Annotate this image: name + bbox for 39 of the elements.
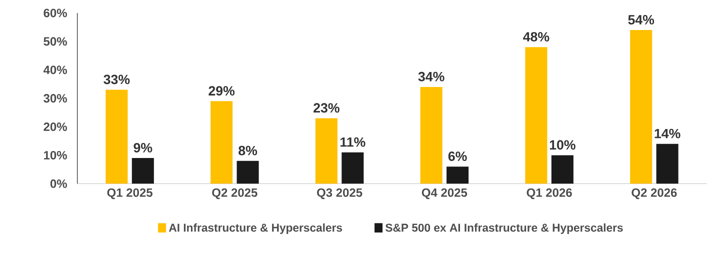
data-label: 8% [238, 146, 258, 156]
y-tick-label: 0% [50, 179, 67, 188]
data-label: 29% [208, 86, 235, 96]
x-tick-label: Q2 2025 [212, 188, 258, 200]
bar [315, 118, 338, 184]
bar [551, 155, 574, 184]
data-label: 14% [654, 128, 680, 138]
y-tick-label: 10% [44, 150, 67, 160]
bar [106, 90, 128, 184]
bar [446, 166, 469, 184]
y-tick-label: 30% [44, 94, 67, 103]
bar [525, 47, 548, 184]
bar [420, 86, 442, 184]
x-tick-label: Q2 2026 [632, 188, 677, 200]
bar [630, 30, 652, 184]
bar [236, 160, 259, 184]
bar [342, 152, 364, 184]
y-tick-label: 60% [44, 8, 67, 18]
bar [210, 101, 233, 184]
x-tick-label: Q4 2025 [422, 188, 468, 200]
data-label: 23% [314, 103, 340, 113]
bar [656, 144, 678, 184]
legend-label: S&P 500 ex AI Infrastructure & Hyperscalers [386, 223, 623, 234]
y-tick-label: 50% [44, 37, 67, 46]
bar [132, 158, 154, 184]
legend-label: AI Infrastructure & Hyperscalers [168, 223, 342, 234]
x-tick-label: Q1 2026 [526, 188, 572, 200]
data-label: 10% [550, 140, 576, 150]
data-label: 6% [448, 152, 467, 161]
y-tick-label: 20% [44, 122, 67, 132]
data-label: 54% [628, 15, 654, 24]
x-tick-label: Q1 2025 [107, 188, 152, 200]
y-tick-label: 40% [43, 66, 67, 74]
data-label: 48% [523, 32, 550, 42]
data-label: 33% [104, 74, 130, 84]
data-label: 34% [418, 72, 444, 82]
x-tick-label: Q3 2025 [317, 188, 362, 200]
data-label: 9% [134, 143, 152, 152]
data-label: 11% [340, 137, 366, 147]
